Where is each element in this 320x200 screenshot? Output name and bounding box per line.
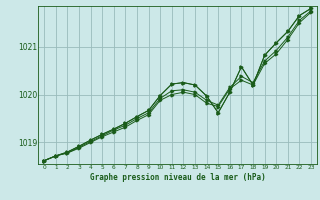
X-axis label: Graphe pression niveau de la mer (hPa): Graphe pression niveau de la mer (hPa) [90, 173, 266, 182]
